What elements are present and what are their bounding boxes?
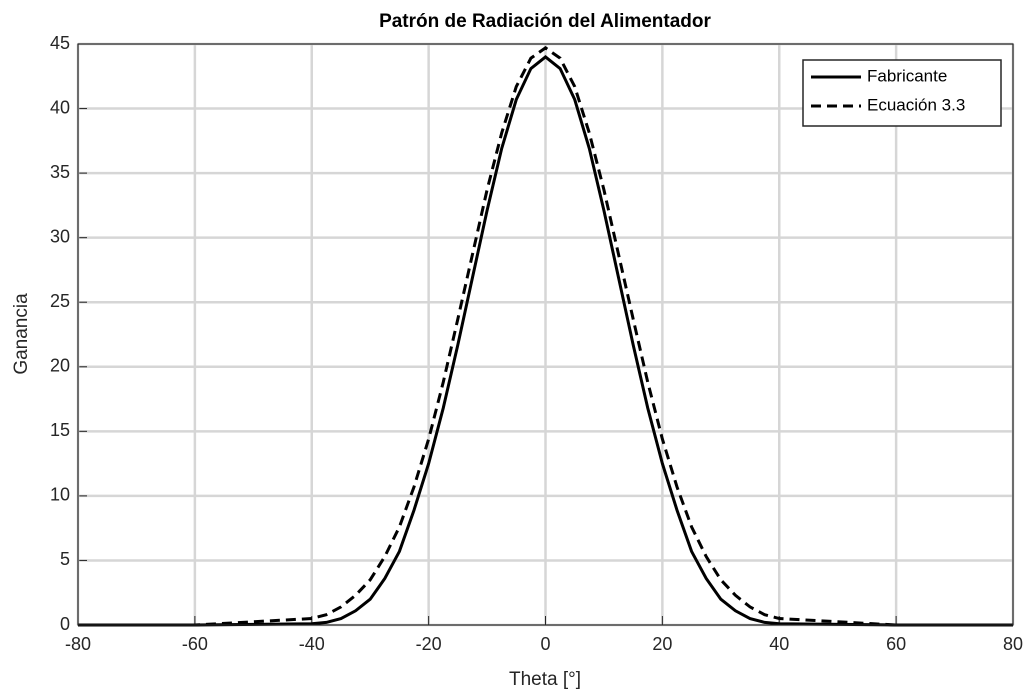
y-tick-label: 10 (50, 485, 70, 505)
data-line (78, 46, 1013, 627)
y-tick-label: 35 (50, 162, 70, 182)
x-tick-label: -20 (416, 634, 442, 654)
legend-label: Fabricante (867, 66, 947, 85)
y-tick-label: 20 (50, 356, 70, 376)
y-tick-label: 15 (50, 420, 70, 440)
legend-label: Ecuación 3.3 (867, 95, 965, 114)
legend-box (802, 59, 1002, 127)
x-tick-label: 60 (886, 634, 906, 654)
x-tick-label: 0 (540, 634, 550, 654)
y-tick-label: 30 (50, 226, 70, 246)
x-tick-label: 40 (769, 634, 789, 654)
y-tick-label: 45 (50, 33, 70, 53)
plot-frame (77, 43, 1014, 626)
x-tick-label: 80 (1003, 634, 1023, 654)
x-tick-label: -80 (65, 634, 91, 654)
y-tick-label: 25 (50, 291, 70, 311)
x-tick-label: 20 (652, 634, 672, 654)
y-axis-label: Ganancia (11, 293, 32, 375)
y-tick-label: 40 (50, 97, 70, 117)
y-tick-label: 0 (60, 614, 70, 634)
data-line (78, 54, 1013, 627)
chart-title: Patrón de Radiación del Alimentador (379, 11, 711, 32)
y-tick-label: 5 (60, 549, 70, 569)
x-tick-label: -40 (299, 634, 325, 654)
x-axis-label: Theta [°] (509, 669, 581, 690)
x-tick-label: -60 (182, 634, 208, 654)
